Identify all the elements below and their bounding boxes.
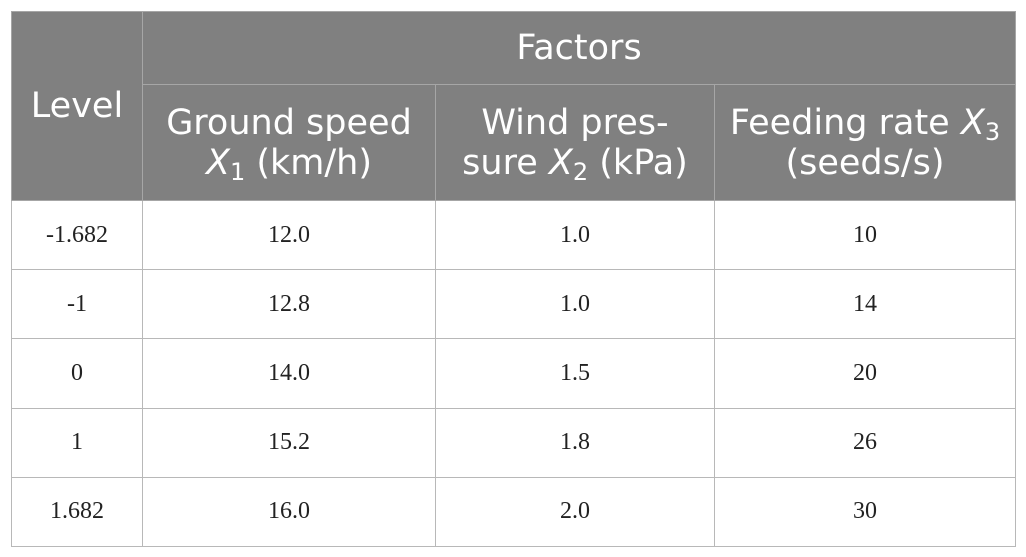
feeding-rate-cell: 26	[713, 407, 1017, 478]
level-cell: 1	[11, 407, 143, 478]
level-cell: 0	[11, 338, 143, 409]
factors-header: Factors	[141, 11, 1017, 85]
table-row: 0 14.0 1.5 20	[11, 338, 1017, 409]
table-row: -1.682 12.0 1.0 10	[11, 199, 1017, 271]
wind-pressure-cell: 1.8	[435, 407, 715, 478]
feeding-rate-cell: 20	[713, 338, 1017, 409]
ground-speed-cell: 12.0	[142, 199, 436, 271]
wind-pressure-cell: 2.0	[435, 476, 715, 548]
ground-speed-cell: 15.2	[142, 407, 436, 478]
ground-speed-header: Ground speed X1 (km/h)	[142, 84, 436, 201]
table-row: 1.682 16.0 2.0 30	[11, 476, 1017, 548]
wind-pressure-header: Wind pres- sure X2 (kPa)	[435, 84, 715, 201]
feeding-rate-cell: 30	[713, 476, 1017, 548]
ground-speed-cell: 16.0	[142, 476, 436, 548]
ground-speed-cell: 14.0	[142, 338, 436, 409]
wind-pressure-cell: 1.0	[435, 199, 715, 271]
level-cell: 1.682	[11, 476, 143, 548]
table-row: 1 15.2 1.8 26	[11, 407, 1017, 478]
level-header: Level	[11, 11, 143, 201]
table-row: -1 12.8 1.0 14	[11, 269, 1017, 340]
wind-pressure-cell: 1.5	[435, 338, 715, 409]
level-cell: -1.682	[11, 199, 143, 271]
feeding-rate-cell: 10	[713, 199, 1017, 271]
ground-speed-cell: 12.8	[142, 269, 436, 340]
wind-pressure-cell: 1.0	[435, 269, 715, 340]
level-cell: -1	[11, 269, 143, 340]
feeding-rate-cell: 14	[713, 269, 1017, 340]
factor-levels-table: Level Factors Ground speed X1 (km/h) Win…	[11, 11, 1017, 548]
feeding-rate-header: Feeding rate X3 (seeds/s)	[713, 84, 1017, 201]
